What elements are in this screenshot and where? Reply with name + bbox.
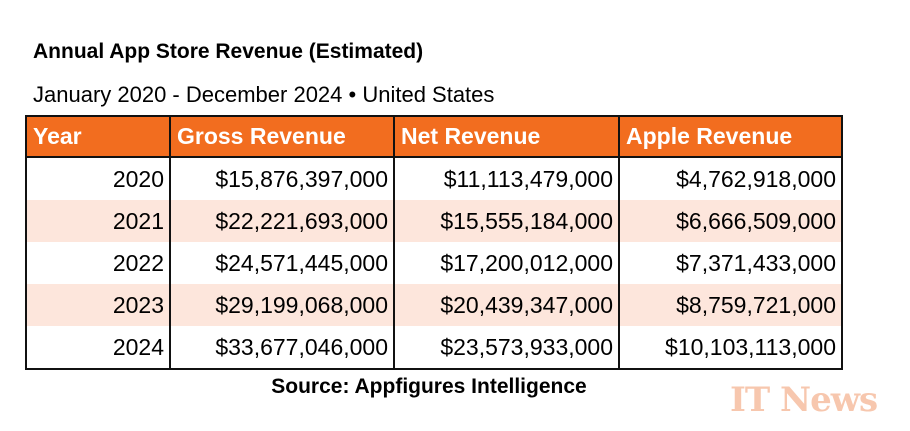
table-row: 2022 $24,571,445,000 $17,200,012,000 $7,… [26,242,842,284]
header-net-revenue: Net Revenue [393,116,619,158]
cell-apple-revenue: $10,103,113,000 [618,326,842,369]
cell-apple-revenue: $4,762,918,000 [618,157,842,200]
header-row: Year Gross Revenue Net Revenue Apple Rev… [26,116,842,158]
cell-year: 2020 [112,165,164,192]
cell-net-revenue: $20,439,347,000 [393,284,619,326]
cell-apple-revenue: $7,371,433,000 [618,242,842,284]
cell-gross-revenue: $24,571,445,000 [169,242,394,284]
cell-year: 2024 [112,333,164,360]
table-row: 2024 $33,677,046,000 $23,573,933,000 $10… [26,326,842,369]
watermark-logo: IT News [730,380,878,420]
revenue-table: Year Gross Revenue Net Revenue Apple Rev… [25,115,843,370]
cell-year: 2022 [112,249,164,276]
header-apple-revenue: Apple Revenue [618,116,842,158]
cell-gross-revenue: $29,199,068,000 [169,284,394,326]
cell-net-revenue: $17,200,012,000 [393,242,619,284]
cell-gross-revenue: $15,876,397,000 [169,157,394,200]
table-row: 2023 $29,199,068,000 $20,439,347,000 $8,… [26,284,842,326]
cell-net-revenue: $15,555,184,000 [393,200,619,242]
source-note: Source: Appfigures Intelligence [271,375,587,398]
table-row: 2020 $15,876,397,000 $11,113,479,000 $4,… [26,157,842,200]
cell-gross-revenue: $33,677,046,000 [169,326,394,369]
table-title: Annual App Store Revenue (Estimated) [33,40,424,63]
cell-net-revenue: $11,113,479,000 [393,157,619,200]
cell-year: 2023 [26,284,170,326]
table-row: 2021 $22,221,693,000 $15,555,184,000 $6,… [26,200,842,242]
cell-net-revenue: $23,573,933,000 [393,326,619,369]
cell-apple-revenue: $6,666,509,000 [618,200,842,242]
header-year: Year [26,116,170,158]
cell-gross-revenue: $22,221,693,000 [169,200,394,242]
table-subtitle: January 2020 - December 2024 • United St… [33,82,495,107]
cell-year: 2021 [26,200,170,242]
header-gross-revenue: Gross Revenue [169,116,394,158]
cell-apple-revenue: $8,759,721,000 [618,284,842,326]
